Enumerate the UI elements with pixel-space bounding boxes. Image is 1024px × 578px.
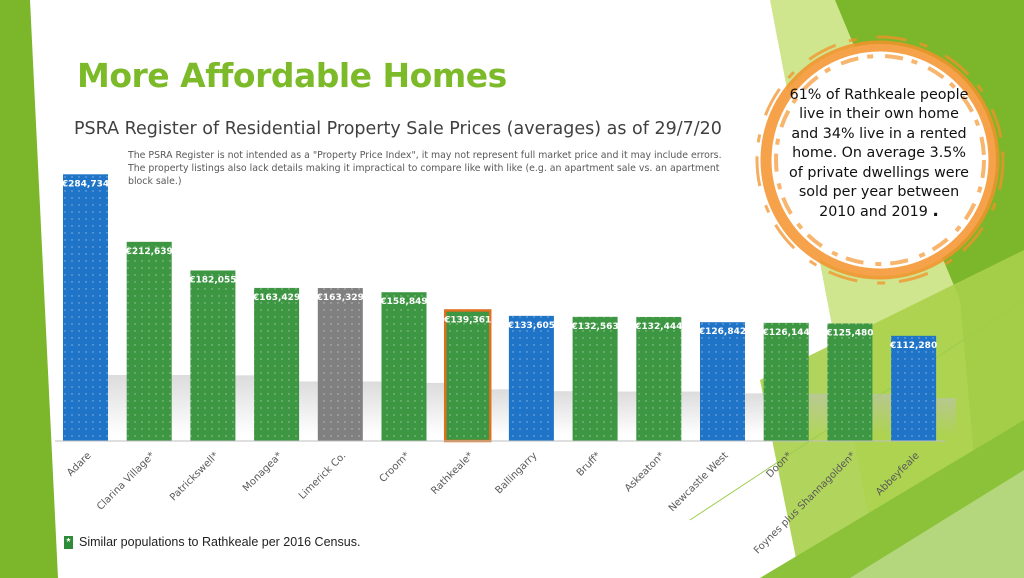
tick-label: Bruff* [575,450,603,478]
callout-ring-inner [774,54,986,266]
tick-label: Ballingarry [493,450,539,496]
bar-texture [381,292,427,441]
data-label: €158,849 [379,297,427,307]
tick-label: Patrickswell* [168,450,221,503]
bg-stripe-left [0,0,58,578]
callout-ring-outer [755,35,1005,285]
tick-label: Limerick Co. [297,450,348,501]
data-label: €132,563 [570,322,618,332]
data-label: €182,055 [188,275,236,285]
footnote-text: Similar populations to Rathkeale per 201… [79,535,361,549]
bar-texture [317,288,363,441]
callout-line: 2010 and 2019 [819,204,928,221]
tick-label: Rathkeale* [429,450,476,497]
data-label: €284,734 [61,179,109,189]
callout-text: 61% of Rathkeale people live in their ow… [778,86,980,223]
chart-subtitle: PSRA Register of Residential Property Sa… [74,119,722,139]
data-label: €126,842 [698,327,746,337]
bar-texture [891,335,937,441]
bar-texture [508,315,554,441]
bar-texture [763,322,809,441]
bar-texture [572,316,618,441]
bars-group [63,174,937,443]
tick-label: Monagea* [241,450,285,494]
data-labels-group: €284,734 €212,639 €182,055 €163,429 €163,329… [61,179,937,351]
bar-texture [190,270,236,441]
tick-label: Adare [65,450,93,478]
data-label: €132,444 [634,322,682,332]
tick-label: Abbeyfeale [874,450,922,498]
bg-stripe-bottom [760,420,1024,578]
data-label: €139,361 [443,315,491,325]
footnote: * Similar populations to Rathkeale per 2… [64,535,360,549]
tick-label: Clarina Village* [95,450,157,512]
page-title: More Affordable Homes [77,56,507,95]
callout-line: and 34% live in a rented [791,125,967,142]
callout-ring [760,40,1000,280]
bar-texture [126,241,172,441]
disclaimer-text: The PSRA Register is not intended as a "… [128,150,722,188]
bar-texture [63,174,108,442]
data-label: €133,605 [507,321,555,331]
callout-line: sold per year between [798,184,960,201]
data-label: €212,639 [125,247,173,257]
tick-label: Croom* [378,450,413,485]
bar-texture [445,310,491,441]
bar-texture [636,316,682,441]
callout-line-last: 2010 and 2019 . [778,202,980,222]
data-label: €126,144 [762,328,810,338]
bar-texture [827,323,873,441]
callout-line: home. On average 3.5% [792,145,966,162]
callout-ring-fill [764,44,996,276]
tick-label: Askeaton* [623,450,667,494]
callout-line: 61% of Rathkeale people [789,87,969,103]
bg-white-wedge [850,470,1024,578]
footnote-marker: * [64,535,73,549]
callout-line: of private dwellings were [789,164,969,181]
data-label: €125,480 [825,328,873,338]
data-label: €112,280 [889,341,937,351]
bar-texture [254,287,300,441]
tick-label: Foynes plus Shannagolden* [752,450,858,556]
callout-line: live in their own home [799,106,959,123]
data-label: €163,329 [316,293,364,303]
tick-label: Newcastle West [667,450,731,514]
callout-end-mark: . [932,201,939,222]
bar-texture [700,322,745,441]
data-label: €163,429 [252,293,300,303]
tick-label: Doon* [764,450,794,480]
